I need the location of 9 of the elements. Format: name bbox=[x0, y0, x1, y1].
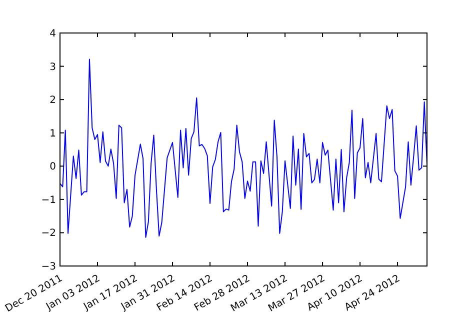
y-tick-label: 4 bbox=[50, 28, 56, 40]
y-tick-label: 2 bbox=[50, 95, 56, 106]
y-tick-label: 1 bbox=[50, 128, 56, 140]
line-series bbox=[60, 58, 428, 238]
y-tick-label: −2 bbox=[41, 228, 56, 240]
y-tick-label: 0 bbox=[50, 162, 56, 173]
y-tick-label: −3 bbox=[41, 262, 56, 272]
y-tick-label: 3 bbox=[50, 62, 56, 73]
y-tick-label: −1 bbox=[41, 194, 56, 206]
